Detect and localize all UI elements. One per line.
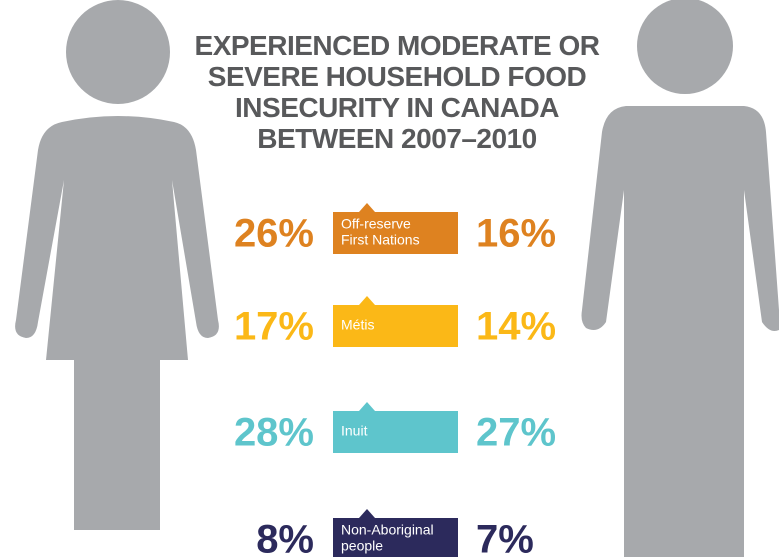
label-box	[333, 411, 458, 453]
label-line: people	[341, 538, 383, 554]
label-pointer	[359, 203, 375, 212]
men-value: 27%	[476, 411, 556, 455]
women-value: 28%	[234, 411, 314, 455]
woman-silhouette	[15, 0, 219, 530]
title-line: EXPERIENCED MODERATE OR	[195, 30, 600, 61]
label-pointer	[359, 296, 375, 305]
label-box	[333, 212, 458, 254]
label-box	[333, 305, 458, 347]
women-value: 8%	[256, 518, 314, 557]
label-line: First Nations	[341, 232, 420, 248]
men-value: 14%	[476, 305, 556, 349]
women-value: 17%	[234, 305, 314, 349]
man-silhouette	[581, 0, 779, 557]
label-line: Non-Aboriginal	[341, 522, 434, 538]
title-line: INSECURITY IN CANADA	[235, 92, 559, 123]
men-value: 7%	[476, 518, 534, 557]
men-value: 16%	[476, 212, 556, 256]
label-line: Off-reserve	[341, 216, 411, 232]
women-value: 26%	[234, 212, 314, 256]
label-pointer	[359, 402, 375, 411]
title-line: SEVERE HOUSEHOLD FOOD	[208, 61, 587, 92]
label-line: Inuit	[341, 423, 368, 439]
label-pointer	[359, 509, 375, 518]
label-box	[333, 518, 458, 557]
title-line: BETWEEN 2007–2010	[257, 123, 536, 154]
label-line: Métis	[341, 317, 374, 333]
